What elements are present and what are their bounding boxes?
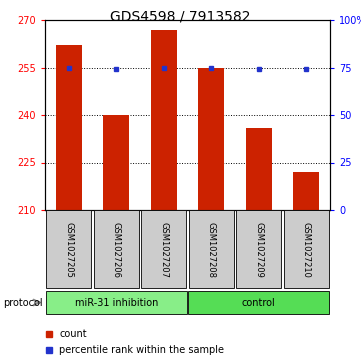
- Text: count: count: [59, 329, 87, 339]
- Text: percentile rank within the sample: percentile rank within the sample: [59, 345, 224, 355]
- Text: GSM1027208: GSM1027208: [207, 222, 216, 278]
- Bar: [236, 210, 281, 287]
- Text: GDS4598 / 7913582: GDS4598 / 7913582: [110, 9, 251, 23]
- Bar: [198, 68, 224, 210]
- Text: GSM1027209: GSM1027209: [254, 222, 263, 278]
- Bar: [293, 172, 319, 210]
- Bar: [246, 128, 272, 210]
- Bar: [284, 210, 329, 287]
- Bar: [151, 29, 177, 210]
- Bar: [142, 210, 186, 287]
- Text: GSM1027206: GSM1027206: [112, 222, 121, 278]
- Bar: [188, 291, 329, 314]
- Text: GSM1027205: GSM1027205: [64, 222, 73, 278]
- Bar: [103, 115, 129, 210]
- Bar: [47, 210, 91, 287]
- Text: GSM1027210: GSM1027210: [302, 222, 311, 278]
- Bar: [189, 210, 234, 287]
- Text: miR-31 inhibition: miR-31 inhibition: [75, 298, 158, 307]
- Bar: [94, 210, 139, 287]
- Bar: [56, 45, 82, 210]
- Text: control: control: [242, 298, 276, 307]
- Bar: [46, 291, 187, 314]
- Text: GSM1027207: GSM1027207: [159, 222, 168, 278]
- Text: protocol: protocol: [4, 298, 43, 307]
